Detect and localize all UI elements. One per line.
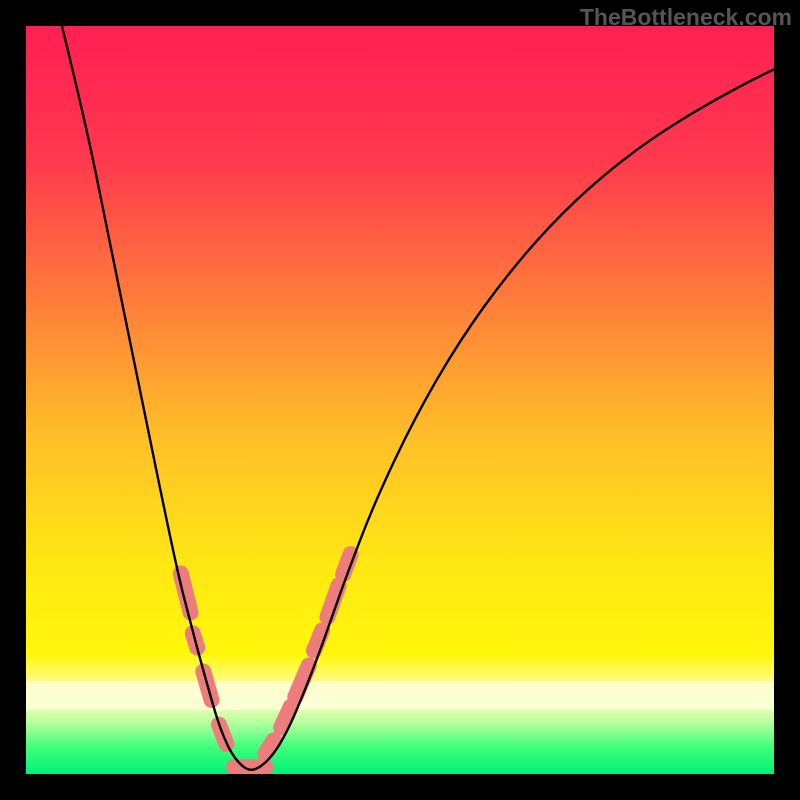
plot-area (26, 26, 774, 774)
watermark-label: TheBottleneck.com (580, 4, 792, 31)
data-markers (181, 554, 351, 767)
marker-capsule-right-2 (295, 666, 308, 697)
marker-capsule-right-0 (265, 740, 273, 753)
chart-container (26, 26, 774, 774)
v-curve (62, 26, 774, 770)
chart-overlay-svg (26, 26, 774, 774)
